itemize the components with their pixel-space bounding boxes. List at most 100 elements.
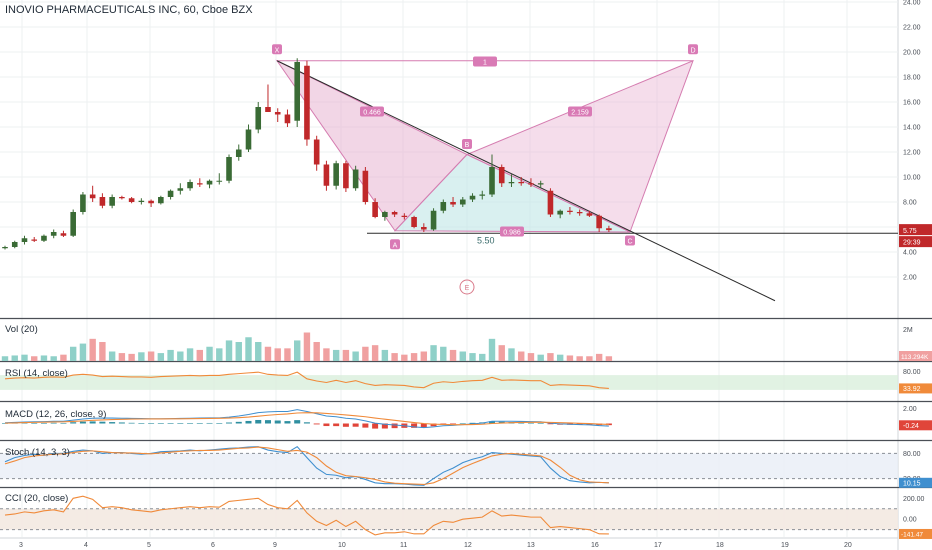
stoch-band — [0, 453, 898, 479]
macd-histogram-bar — [148, 423, 155, 424]
volume-bar — [50, 356, 57, 361]
candle-body — [284, 114, 291, 124]
candle-body — [2, 247, 8, 249]
volume-bar — [537, 354, 544, 361]
macd-histogram-bar — [187, 423, 194, 424]
cci-band — [0, 508, 898, 530]
volume-bar — [21, 354, 28, 361]
macd-histogram-bar — [313, 423, 320, 425]
volume-bar — [303, 332, 311, 361]
volume-bar — [566, 355, 574, 361]
macd-histogram-bar — [274, 420, 281, 424]
point-c-label: C — [627, 239, 632, 246]
candle-body — [304, 65, 310, 140]
marker-e-label: E — [465, 285, 470, 292]
x-tick-label: 6 — [211, 542, 215, 549]
volume-bar — [128, 353, 135, 361]
volume-bar — [118, 353, 126, 361]
volume-bar — [138, 352, 145, 361]
volume-bar — [586, 356, 593, 361]
y-tick-label: 2.00 — [903, 275, 917, 282]
volume-bar — [518, 351, 525, 361]
candle-body — [479, 194, 486, 196]
macd-histogram-bar — [537, 423, 544, 424]
ratio-xd-label: 1 — [483, 60, 487, 67]
candle-body — [216, 180, 223, 182]
candle-body — [382, 212, 388, 217]
volume-bar — [274, 348, 281, 361]
y-tick-label: 16.00 — [903, 100, 921, 107]
cci-last-badge — [899, 528, 932, 539]
cci-line — [4, 495, 609, 536]
macd-histogram-bar — [50, 422, 57, 424]
volume-bar — [332, 349, 340, 361]
stoch-last-badge — [899, 477, 932, 488]
macd-histogram-bar — [177, 423, 184, 424]
x-tick-label: 5 — [147, 542, 151, 549]
volume-bar — [381, 349, 389, 361]
point-c-label-box — [625, 235, 635, 246]
volume-bar — [216, 348, 223, 361]
volume-bar — [479, 353, 486, 361]
macd-histogram-bar — [70, 422, 77, 424]
macd-histogram-bar — [255, 419, 262, 424]
macd-histogram-bar — [527, 422, 534, 424]
candle-body — [411, 217, 417, 227]
y-tick-label: 18.00 — [903, 75, 921, 82]
candle-body — [148, 200, 154, 204]
macd-histogram-bar — [21, 422, 28, 424]
volume-bar — [352, 351, 359, 361]
macd-histogram-bar — [216, 423, 223, 424]
candle-body — [21, 238, 28, 242]
ratio-ac-label: 0.986 — [503, 230, 521, 237]
x-tick-label: 13 — [527, 542, 535, 549]
candle-body — [128, 198, 135, 202]
candle-body — [11, 242, 18, 247]
candle-body — [372, 202, 378, 217]
x-tick-label: 3 — [19, 542, 23, 549]
macd-histogram-bar — [420, 423, 427, 428]
volume-bar — [206, 346, 213, 361]
point-b-label-box — [462, 139, 472, 149]
candle-body — [245, 129, 252, 150]
x-tick-label: 17 — [654, 542, 662, 549]
candle-body — [167, 190, 174, 197]
x-tick-label: 4 — [84, 542, 88, 549]
volume-bar — [11, 355, 18, 361]
countdown-badge — [899, 236, 932, 248]
candle-body — [294, 62, 300, 121]
candle-body — [606, 228, 612, 231]
volume-bar — [60, 354, 67, 361]
candle-body — [333, 163, 339, 186]
cci-y-tick-0: 0.00 — [903, 517, 917, 524]
volume-bar — [605, 356, 613, 361]
candle-body — [450, 202, 456, 205]
x-tick-label: 9 — [273, 542, 277, 549]
macd-histogram-bar — [430, 423, 437, 427]
last-price-badge — [899, 224, 932, 236]
candle-body — [274, 112, 281, 115]
candle-body — [41, 235, 47, 241]
volume-bar — [167, 349, 174, 361]
candle-body — [60, 233, 67, 236]
macd-histogram-bar — [40, 422, 47, 424]
candle-body — [89, 194, 96, 199]
macd-histogram-bar — [31, 422, 38, 424]
candle-body — [265, 107, 271, 112]
y-tick-label: 4.00 — [903, 250, 917, 257]
volume-bar — [69, 346, 77, 361]
candle-body — [226, 157, 232, 181]
macd-histogram-bar — [342, 423, 349, 427]
candle-body — [430, 210, 437, 230]
countdown-label: 29:39 — [903, 240, 921, 247]
macd-histogram-bar — [118, 422, 125, 424]
candle-body — [50, 232, 57, 236]
point-d-label: D — [690, 47, 695, 54]
candle-body — [469, 195, 476, 200]
x-tick-label: 16 — [591, 542, 599, 549]
macd-histogram-bar — [362, 423, 369, 428]
macd-histogram-bar — [411, 423, 418, 428]
macd-histogram-bar — [294, 420, 301, 424]
volume-bar — [186, 348, 194, 361]
